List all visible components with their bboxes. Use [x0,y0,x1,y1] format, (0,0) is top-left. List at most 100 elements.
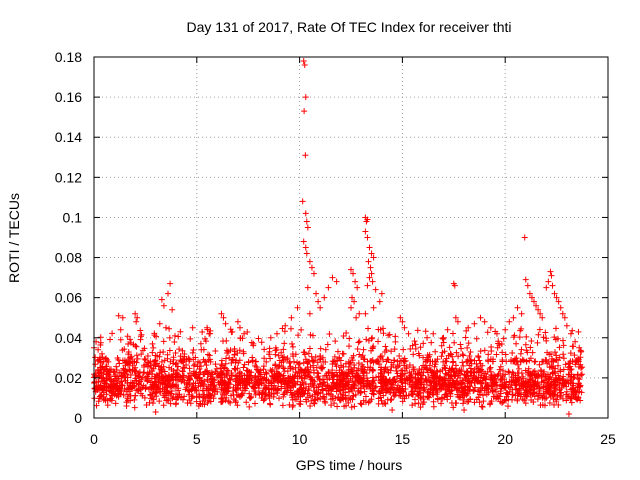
data-point [372,383,379,390]
data-point [303,218,310,225]
data-point [509,396,516,403]
data-point [364,358,371,365]
data-point [266,400,273,407]
data-point [144,363,151,370]
data-point [172,371,179,378]
data-point [451,339,458,346]
data-point [311,357,318,364]
data-point [452,400,459,407]
data-point [394,363,401,370]
data-point [317,304,324,311]
data-point [302,367,309,374]
data-point [263,358,270,365]
data-point [270,390,277,397]
data-point [530,298,537,305]
data-point [401,355,408,362]
data-point [363,383,370,390]
data-point [101,366,108,373]
data-point [465,324,472,331]
data-point [186,376,193,383]
data-point [424,352,431,359]
data-point [477,360,484,367]
data-point [287,378,294,385]
data-point [560,351,567,358]
data-point [559,395,566,402]
data-point [399,393,406,400]
data-point [514,397,521,404]
data-point [369,367,376,374]
data-point [181,393,188,400]
data-point [281,368,288,375]
data-point [571,352,578,359]
y-tick-label: 0.14 [55,129,82,145]
data-point [449,330,456,337]
data-point [409,342,416,349]
data-point [481,318,488,325]
data-point [326,330,333,337]
data-point [467,365,474,372]
data-point [299,198,306,205]
data-point [319,386,326,393]
data-point [273,375,280,382]
data-point [552,370,559,377]
data-point [356,338,363,345]
data-point [480,392,487,399]
data-point [461,406,468,413]
data-point [305,387,312,394]
data-point [576,380,583,387]
data-point [115,312,122,319]
data-point [142,356,149,363]
data-point [171,338,178,345]
data-point [565,364,572,371]
data-point [287,325,294,332]
data-point [362,399,369,406]
data-point [177,357,184,364]
data-point [527,388,534,395]
data-point [329,385,336,392]
data-point [401,367,408,374]
data-point [179,376,186,383]
data-point [289,396,296,403]
data-point [370,390,377,397]
data-point [441,348,448,355]
data-point [149,340,156,347]
data-point [181,379,188,386]
data-point [503,397,510,404]
data-point [460,400,467,407]
data-point [479,404,486,411]
data-point [126,367,133,374]
data-point [190,346,197,353]
data-point [250,340,257,347]
data-point [260,366,267,373]
data-point [360,356,367,363]
data-point [360,372,367,379]
data-point [165,290,172,297]
data-point [308,264,315,271]
data-point [323,372,330,379]
data-point [354,367,361,374]
data-point [156,320,163,327]
data-point [173,391,180,398]
data-point [366,274,373,281]
data-point [377,390,384,397]
data-point [301,108,308,115]
data-point [458,368,465,375]
data-point [110,377,117,384]
data-point [461,390,468,397]
data-point [362,228,369,235]
data-point [349,294,356,301]
data-point [510,370,517,377]
data-point [324,382,331,389]
data-point [258,339,265,346]
data-point [290,358,297,365]
data-point [356,376,363,383]
data-point [197,340,204,347]
x-axis-title: GPS time / hours [296,457,403,473]
data-point [534,396,541,403]
data-point [397,314,404,321]
data-point [528,397,535,404]
data-point [346,335,353,342]
data-point [261,346,268,353]
data-point [379,400,386,407]
data-point [232,366,239,373]
